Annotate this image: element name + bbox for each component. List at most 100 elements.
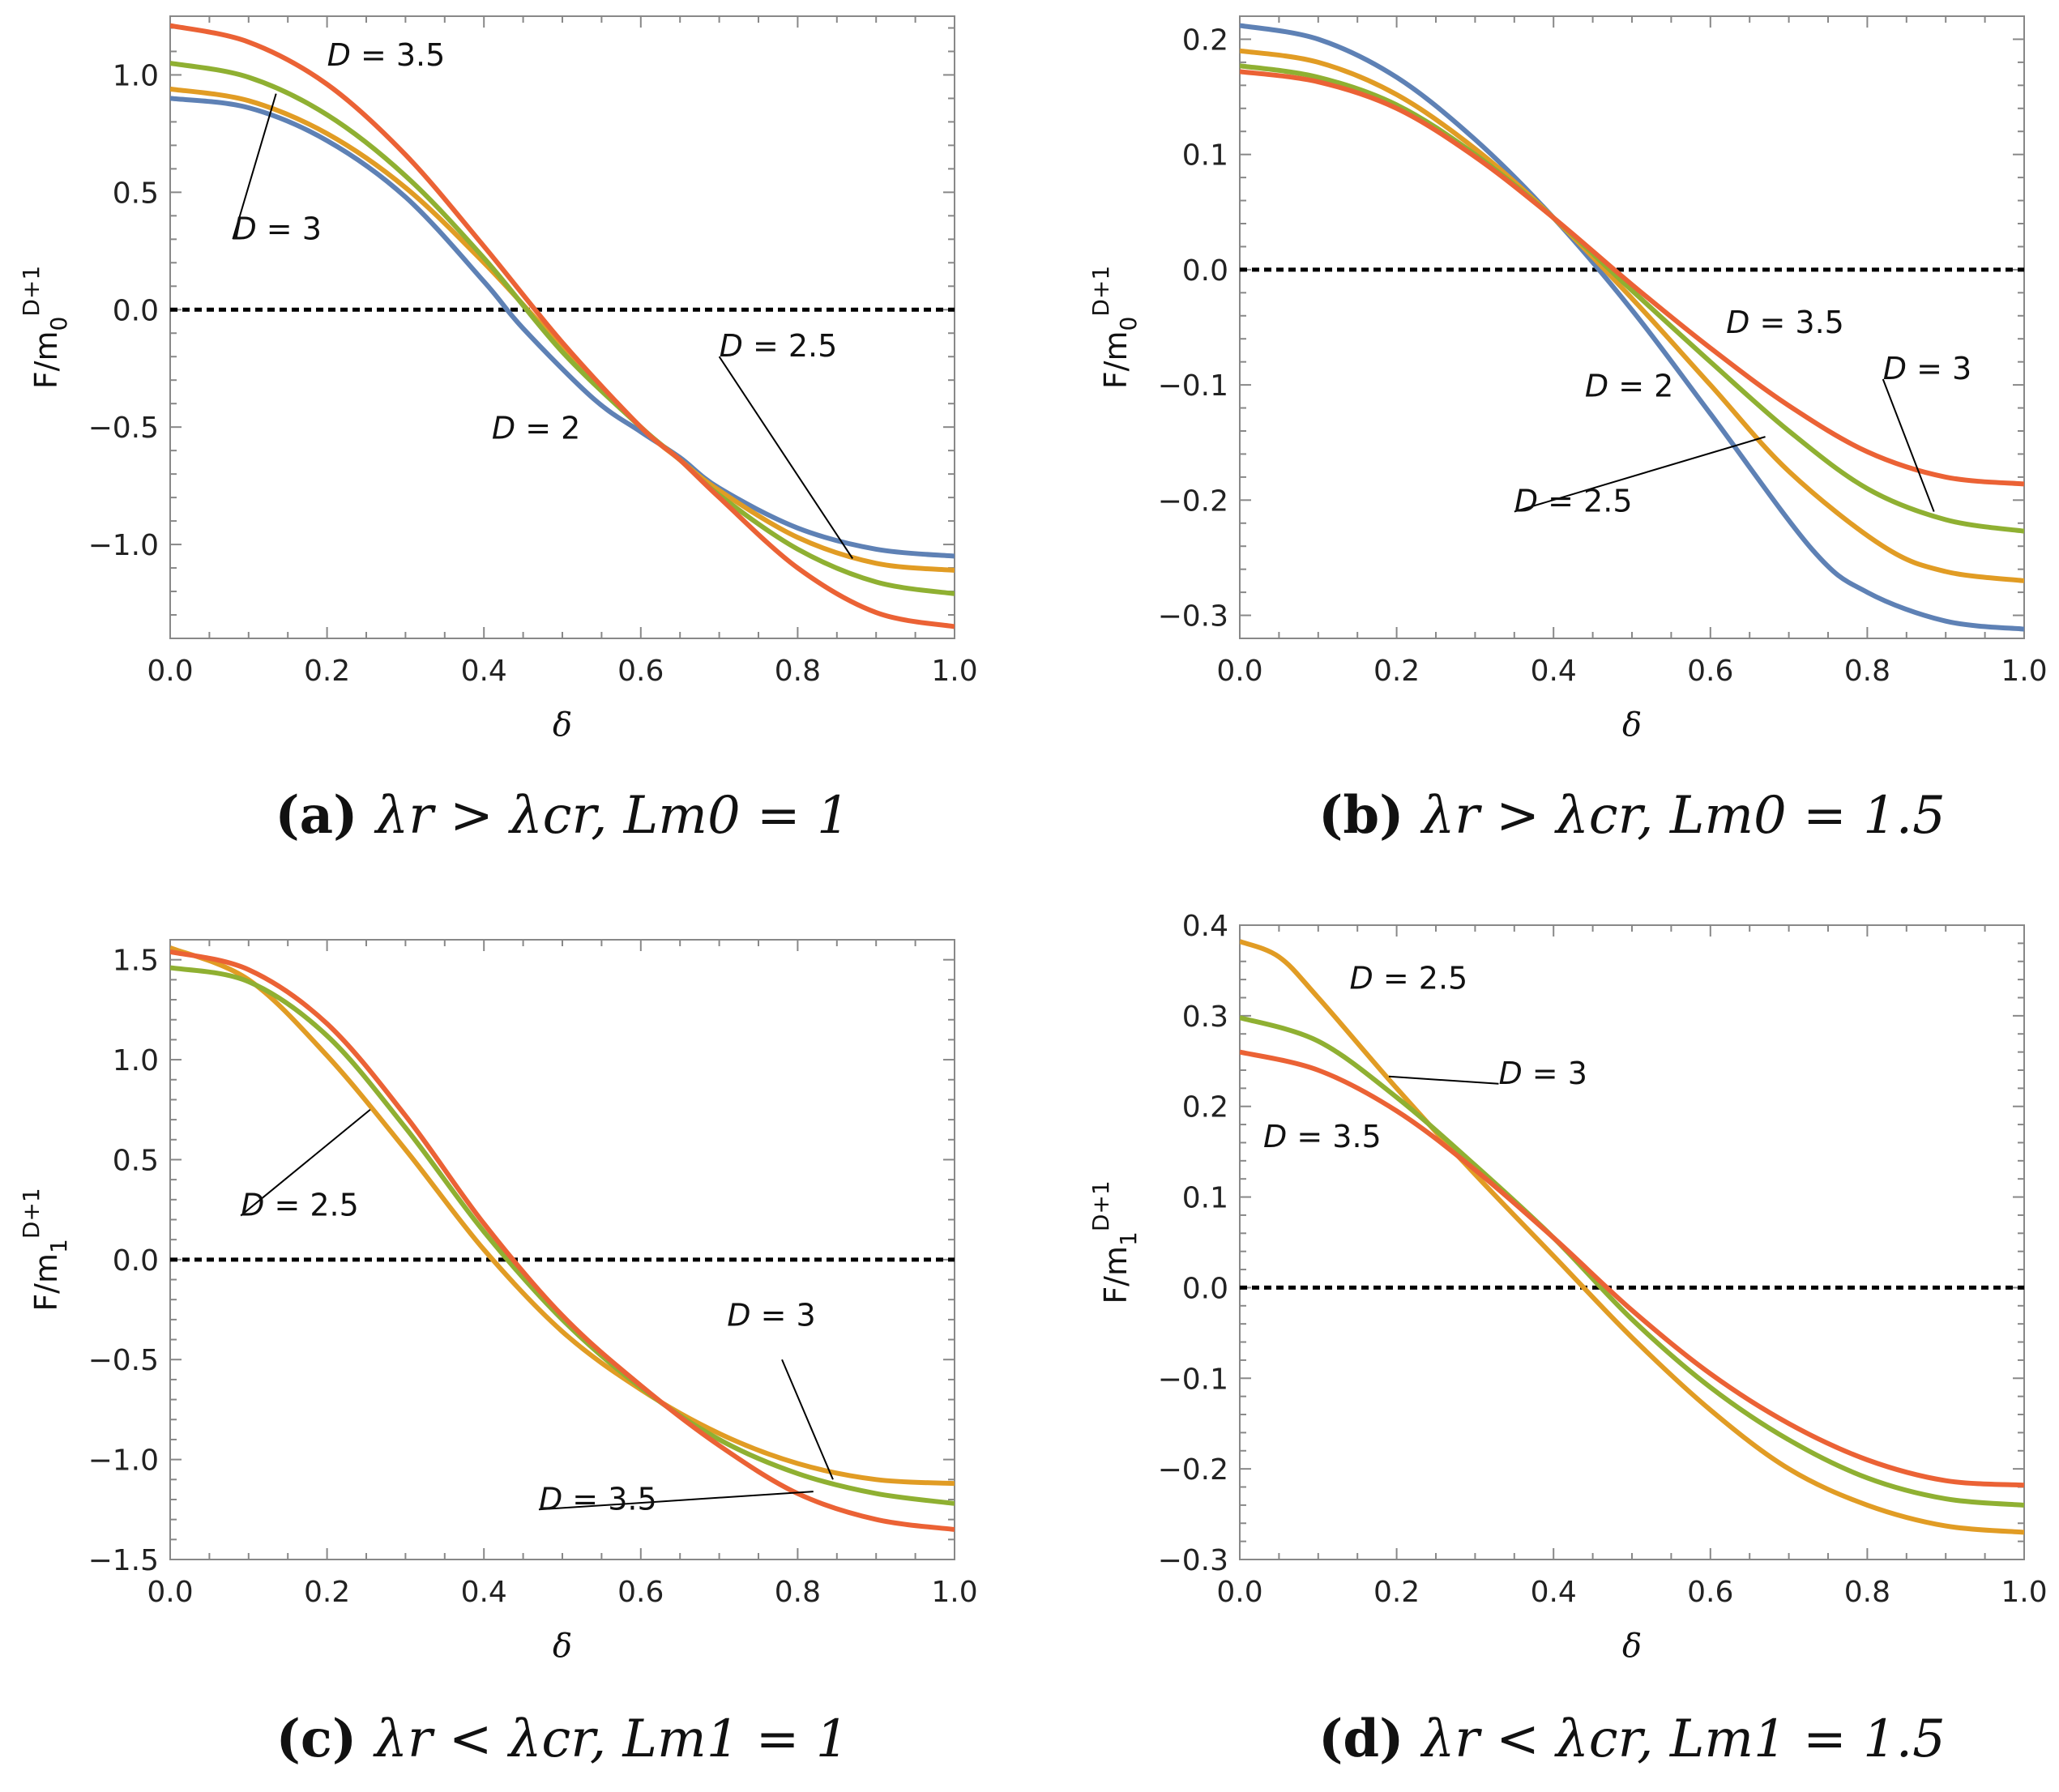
- annotation-leader-line: [1882, 378, 1935, 512]
- y-tick-label: 0.0: [1182, 1272, 1228, 1305]
- curve-label: D = 2.5: [241, 1188, 359, 1223]
- x-axis-title: δ: [1622, 706, 1642, 744]
- panel-caption: (c) λr < λcr, Lm1 = 1: [276, 1709, 849, 1769]
- y-tick-label: 0.4: [1182, 910, 1228, 943]
- annotation-leader-line: [1514, 436, 1766, 513]
- y-tick-label: −1.5: [88, 1544, 159, 1577]
- y-tick-label: −0.1: [1158, 1363, 1228, 1396]
- x-tick-label: 0.6: [617, 1576, 664, 1609]
- x-axis-title: δ: [553, 1628, 572, 1665]
- curve-label: D = 3: [1498, 1056, 1587, 1091]
- y-tick-label: 1.0: [113, 59, 159, 92]
- plot-frame: [169, 15, 955, 639]
- panel-d: 0.0 0.2 0.4 0.6 0.8 1.0 −0.3 −0.2 −0.1 0.0 0.1 0.2 0…: [1087, 910, 2048, 1769]
- panel-caption: (d) λr < λcr, Lm1 = 1.5: [1318, 1709, 1946, 1769]
- plot-frame: [169, 939, 955, 1560]
- series-line-D3: [170, 965, 955, 1506]
- x-tick-label: 1.0: [2001, 655, 2047, 688]
- y-tick-label: 0.1: [1182, 1182, 1228, 1215]
- x-tick-label: 0.8: [775, 1576, 821, 1609]
- curve-label: D = 2.5: [720, 328, 838, 364]
- y-tick-label: −0.2: [1158, 484, 1228, 518]
- y-tick-label: 0.5: [113, 1144, 159, 1177]
- panel-c: 0.0 0.2 0.4 0.6 0.8 1.0 −1.5 −1.0 −0.5 0.0 0.5 1.0 1…: [18, 939, 978, 1769]
- curve-label: D = 3.5: [1726, 305, 1844, 340]
- series-line-D3-5: [170, 23, 955, 629]
- y-tick-label: −0.3: [1158, 600, 1228, 634]
- panel-a: 0.0 0.2 0.4 0.6 0.8 1.0 −1.0 −0.5 0.0 0.5 1.0 D = 3…: [18, 15, 978, 846]
- x-tick-label: 0.0: [147, 655, 193, 688]
- y-tick-label: 0.0: [1182, 254, 1228, 288]
- plot-frame: [1239, 924, 2025, 1560]
- x-tick-label: 0.4: [1531, 1576, 1577, 1609]
- y-axis-title: F/m1D+1: [1087, 1180, 1142, 1303]
- y-axis-title: F/m0D+1: [1087, 266, 1142, 389]
- x-axis-title: δ: [553, 706, 572, 744]
- y-tick-label: 0.2: [1182, 1091, 1228, 1124]
- curve-label: D = 2: [1585, 368, 1673, 403]
- x-tick-label: 0.8: [775, 655, 821, 688]
- annotation-leader-line: [232, 93, 277, 240]
- x-tick-label: 0.2: [304, 1576, 350, 1609]
- x-tick-label: 0.0: [147, 1576, 193, 1609]
- series-line-D3: [1240, 1015, 2024, 1508]
- curve-label: D = 3.5: [539, 1481, 657, 1517]
- y-tick-label: 0.0: [113, 294, 159, 327]
- annotation-leader-line: [1388, 1075, 1499, 1085]
- annotation-leader-line: [240, 1108, 371, 1217]
- x-tick-label: 0.2: [1373, 1576, 1420, 1609]
- y-tick-label: −1.0: [88, 1444, 159, 1478]
- y-tick-label: 0.3: [1182, 1001, 1228, 1034]
- panel-caption: (a) λr > λcr, Lm0 = 1: [275, 785, 849, 846]
- x-axis-title: δ: [1622, 1628, 1642, 1665]
- series-line-D3-5: [170, 949, 955, 1532]
- curve-label: D = 3.5: [327, 37, 446, 73]
- x-tick-label: 1.0: [931, 1576, 977, 1609]
- series-line-D2: [170, 96, 955, 559]
- y-tick-label: 1.0: [113, 1044, 159, 1077]
- x-tick-label: 0.6: [617, 655, 664, 688]
- x-tick-label: 0.8: [1844, 655, 1890, 688]
- panel-b: 0.0 0.2 0.4 0.6 0.8 1.0 −0.3 −0.2 −0.1 0.0 0.1 0.2 D…: [1087, 15, 2048, 846]
- x-tick-label: 0.4: [1531, 655, 1577, 688]
- x-tick-label: 0.8: [1844, 1576, 1890, 1609]
- x-tick-label: 0.4: [461, 1576, 507, 1609]
- y-tick-label: −0.2: [1158, 1453, 1228, 1487]
- y-tick-label: −0.5: [88, 1344, 159, 1377]
- curve-label: D = 2.5: [1514, 484, 1633, 519]
- y-axis-title: F/m1D+1: [18, 1188, 72, 1311]
- x-tick-label: 0.0: [1216, 1576, 1262, 1609]
- x-tick-label: 0.4: [461, 655, 507, 688]
- curve-label: D = 3: [1883, 351, 1971, 386]
- curve-label: D = 2.5: [1350, 960, 1468, 996]
- y-tick-label: 0.5: [113, 177, 159, 210]
- x-tick-label: 0.2: [1373, 655, 1420, 688]
- y-tick-label: 0.2: [1182, 23, 1228, 57]
- plot-frame: [1239, 15, 2025, 639]
- y-tick-label: −0.3: [1158, 1544, 1228, 1577]
- y-axis-title: F/m0D+1: [18, 266, 72, 389]
- y-tick-label: 0.1: [1182, 139, 1228, 173]
- y-tick-label: −1.0: [88, 529, 159, 562]
- x-tick-label: 0.0: [1216, 655, 1262, 688]
- series-line-D3: [1240, 63, 2024, 534]
- series-line-D2-5: [1240, 48, 2024, 583]
- series-line-D3-5: [1240, 69, 2024, 487]
- annotation-leader-line: [538, 1491, 814, 1511]
- x-tick-label: 1.0: [931, 655, 977, 688]
- series-line-D3: [170, 61, 955, 596]
- x-tick-label: 0.2: [304, 655, 350, 688]
- y-tick-label: 1.5: [113, 945, 159, 978]
- x-tick-label: 1.0: [2001, 1576, 2047, 1609]
- y-tick-label: 0.0: [113, 1244, 159, 1278]
- series-line-D3-5: [1240, 1049, 2024, 1488]
- y-tick-label: −0.5: [88, 412, 159, 445]
- x-tick-label: 0.6: [1687, 1576, 1733, 1609]
- series-line-D2: [1240, 23, 2024, 632]
- x-tick-label: 0.6: [1687, 655, 1733, 688]
- y-tick-label: −0.1: [1158, 369, 1228, 403]
- curve-label: D = 3.5: [1263, 1119, 1382, 1154]
- annotation-leader-line: [718, 356, 853, 560]
- series-line-D2-5: [170, 945, 955, 1487]
